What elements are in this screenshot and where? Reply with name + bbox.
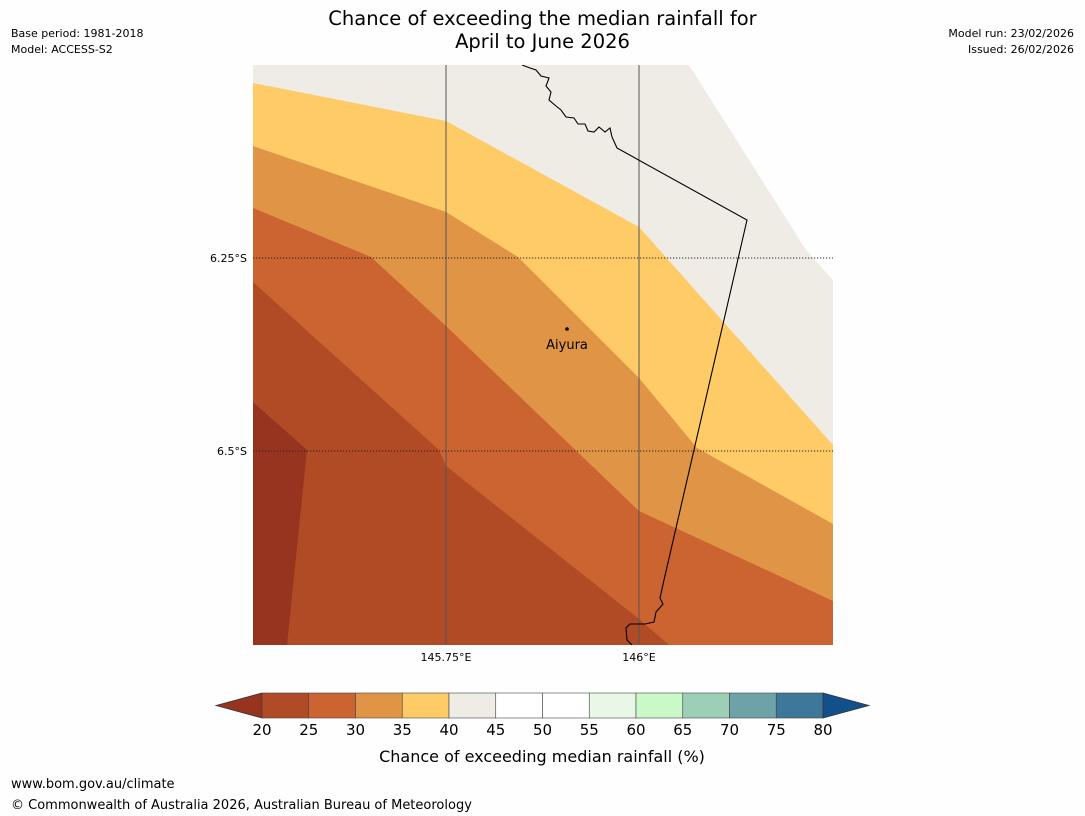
meta-left: Base period: 1981-2018 Model: ACCESS-S2 bbox=[11, 26, 143, 58]
colorbar-tick-label: 30 bbox=[346, 721, 365, 739]
lat-label-6-5: 6.5°S bbox=[217, 445, 247, 458]
lat-label-6-25: 6.25°S bbox=[210, 252, 247, 265]
colorbar-tick-label: 35 bbox=[393, 721, 412, 739]
colorbar-cell bbox=[401, 692, 450, 719]
lon-label-146: 146°E bbox=[622, 651, 655, 664]
place-label: Aiyura bbox=[546, 338, 588, 353]
colorbar-title: Chance of exceeding median rainfall (%) bbox=[379, 747, 705, 766]
title-line-1: Chance of exceeding the median rainfall … bbox=[328, 7, 757, 30]
model-name: Model: ACCESS-S2 bbox=[11, 43, 113, 56]
colorbar-cell bbox=[261, 692, 310, 719]
colorbar-tick-label: 20 bbox=[252, 721, 271, 739]
colorbar-over-arrow bbox=[822, 692, 871, 719]
colorbar-cell bbox=[729, 692, 777, 719]
base-period: Base period: 1981-2018 bbox=[11, 27, 144, 40]
colorbar-tick-label: 80 bbox=[813, 721, 832, 739]
chart-title: Chance of exceeding the median rainfall … bbox=[0, 7, 1085, 53]
colorbar-tick-label: 45 bbox=[486, 721, 505, 739]
colorbar: 20 25 30 35 40 45 50 55 60 65 70 75 80 Chance of exc… bbox=[214, 692, 871, 766]
issued-date: Issued: 26/02/2026 bbox=[967, 43, 1074, 56]
footer: www.bom.gov.au/climate © Commonwealth of… bbox=[11, 774, 472, 816]
map-area: Aiyura bbox=[253, 65, 833, 645]
meta-right: Model run: 23/02/2026 Issued: 26/02/2026 bbox=[948, 26, 1074, 58]
colorbar-cell bbox=[682, 692, 730, 719]
colorbar-cell bbox=[308, 692, 356, 719]
colorbar-tick-label: 25 bbox=[299, 721, 318, 739]
province-boundary bbox=[521, 65, 748, 645]
colorbar-cell bbox=[635, 692, 684, 719]
colorbar-cell bbox=[448, 692, 497, 719]
colorbar-tick-label: 50 bbox=[533, 721, 552, 739]
colorbar-cell bbox=[495, 692, 543, 719]
colorbar-tick-label: 55 bbox=[580, 721, 599, 739]
colorbar-cell bbox=[588, 692, 637, 719]
colorbar-tick-label: 70 bbox=[720, 721, 739, 739]
colorbar-cell bbox=[775, 692, 824, 719]
model-run: Model run: 23/02/2026 bbox=[948, 27, 1074, 40]
footer-url[interactable]: www.bom.gov.au/climate bbox=[11, 777, 175, 792]
lon-label-145-75: 145.75°E bbox=[421, 651, 472, 664]
colorbar-under-arrow bbox=[214, 692, 263, 719]
zone-20-25 bbox=[253, 282, 669, 645]
zone-below-20 bbox=[253, 402, 307, 645]
colorbar-cell bbox=[542, 692, 590, 719]
colorbar-tick-label: 60 bbox=[626, 721, 645, 739]
colorbar-ticks: 20 25 30 35 40 45 50 55 60 65 70 75 80 bbox=[252, 721, 832, 739]
colorbar-tick-label: 75 bbox=[767, 721, 786, 739]
colorbar-cell bbox=[355, 692, 403, 719]
place-marker-dot bbox=[565, 327, 569, 331]
title-line-2: April to June 2026 bbox=[455, 30, 630, 53]
footer-copyright: © Commonwealth of Australia 2026, Austra… bbox=[11, 798, 472, 813]
colorbar-cells bbox=[261, 692, 824, 719]
colorbar-tick-label: 40 bbox=[439, 721, 458, 739]
colorbar-tick-label: 65 bbox=[673, 721, 692, 739]
